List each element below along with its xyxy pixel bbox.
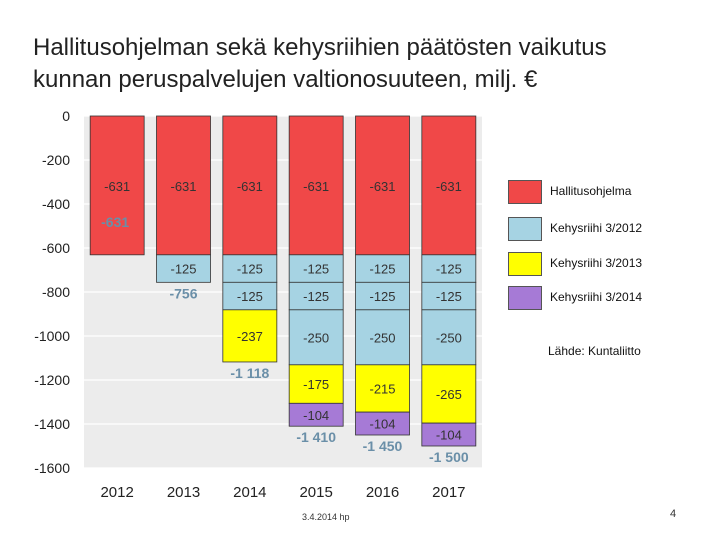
- legend-item-kehysriihi-2014: Kehysriihi 3/2014: [508, 286, 708, 312]
- segment-label: -125: [237, 262, 263, 277]
- segment-label: -125: [237, 289, 263, 304]
- segment-label: -631: [303, 179, 329, 194]
- segment-label: -250: [303, 330, 329, 345]
- bar-segment: [222, 115, 278, 256]
- x-tick-label: 2017: [432, 484, 465, 501]
- segment-label: -250: [369, 330, 395, 345]
- segment-label: -631: [237, 179, 263, 194]
- y-tick-label: -600: [42, 240, 70, 256]
- segment-label: -125: [369, 262, 395, 277]
- y-tick-label: 0: [62, 108, 70, 124]
- segment-label: -125: [436, 262, 462, 277]
- bar-segment: [355, 115, 410, 256]
- segment-label: -125: [436, 289, 462, 304]
- y-tick-label: -1000: [34, 328, 70, 344]
- segment-label: -215: [369, 381, 395, 396]
- bar-segment: [222, 254, 278, 283]
- bar-segment: [222, 281, 278, 311]
- x-tick-label: 2015: [299, 484, 332, 501]
- bar-segment: [355, 254, 410, 283]
- legend-item-hallitusohjelma: Hallitusohjelma: [508, 180, 708, 206]
- bar-segment: [288, 402, 344, 427]
- segment-label: -175: [303, 377, 329, 392]
- bar-segment: [288, 364, 344, 404]
- y-tick-label: -1400: [34, 416, 70, 432]
- bar-segment: [288, 309, 344, 366]
- x-tick-label: 2013: [167, 484, 200, 501]
- x-tick-label: 2016: [366, 484, 399, 501]
- source-note: Lähde: Kuntaliitto: [548, 344, 641, 358]
- legend-item-kehysriihi-2013: Kehysriihi 3/2013: [508, 252, 708, 278]
- legend-label: Kehysriihi 3/2014: [550, 290, 643, 304]
- x-tick-label: 2014: [233, 484, 266, 501]
- total-label: -1 118: [230, 365, 269, 381]
- total-label: -1 410: [296, 429, 336, 445]
- segment-label: -125: [303, 262, 329, 277]
- segment-label: -631: [170, 179, 196, 194]
- segment-label: -250: [436, 330, 462, 345]
- bar-segment: [156, 115, 211, 256]
- segment-label: -125: [303, 289, 329, 304]
- bar-segment: [156, 254, 211, 283]
- swatch-red-icon: [508, 180, 542, 204]
- bar-segment: [89, 115, 145, 256]
- footer-date: 3.4.2014 hp: [302, 512, 350, 522]
- x-tick-label: 2012: [100, 484, 133, 501]
- bar-segment: [355, 364, 410, 413]
- swatch-purple-icon: [508, 286, 542, 310]
- y-tick-label: -800: [42, 284, 70, 300]
- segment-label: -104: [436, 428, 462, 443]
- bar-segment: [355, 309, 410, 366]
- segment-label: -125: [170, 262, 196, 277]
- swatch-lightblue-icon: [508, 217, 542, 241]
- legend-label: Kehysriihi 3/2013: [550, 256, 643, 270]
- legend-item-kehysriihi-2012: Kehysriihi 3/2012: [508, 217, 708, 243]
- x-axis-ticks: 2012 2013 2014 2015 2016 2017: [100, 484, 465, 501]
- segment-label: -631: [436, 179, 462, 194]
- bar-segment: [421, 281, 477, 311]
- segment-label: -265: [436, 387, 462, 402]
- segment-label: -631: [104, 179, 130, 194]
- segment-label: -125: [369, 289, 395, 304]
- bar-segment: [421, 422, 477, 447]
- total-label: -756: [169, 285, 197, 301]
- bar-segment: [421, 254, 477, 283]
- swatch-yellow-icon: [508, 252, 542, 276]
- y-tick-label: -200: [42, 152, 70, 168]
- y-tick-label: -1600: [34, 460, 70, 476]
- bar-segment: [421, 115, 477, 256]
- bar-segment: [355, 281, 410, 311]
- bars: [89, 115, 477, 447]
- y-axis-ticks: 0 -200 -400 -600 -800 -1000 -1200 -1400 -1600: [34, 108, 70, 476]
- title-line-1: Hallitusohjelman sekä kehysriihien päätö…: [33, 34, 607, 61]
- segment-labels: -631 -631 -125 -631 -125 -125 -237 -631 -125 -125…: [104, 179, 462, 443]
- total-label: -1 450: [363, 438, 403, 454]
- title-line-2: kunnan peruspalvelujen valtionosuuteen, …: [33, 66, 538, 93]
- legend-label: Kehysriihi 3/2012: [550, 221, 643, 235]
- bar-segment: [288, 254, 344, 283]
- grid-lines: [84, 115, 482, 469]
- segment-label: -104: [369, 417, 395, 432]
- segment-label: -631: [369, 179, 395, 194]
- bar-segment: [421, 309, 477, 366]
- legend-label: Hallitusohjelma: [550, 184, 632, 198]
- bar-segment: [355, 411, 410, 436]
- bar-segment: [222, 309, 278, 363]
- y-tick-label: -400: [42, 196, 70, 212]
- segment-label: -104: [303, 408, 329, 423]
- slide-title: Hallitusohjelman sekä kehysriihien päätö…: [33, 32, 693, 96]
- bar-segment: [288, 281, 344, 311]
- segment-label: -237: [237, 329, 263, 344]
- total-label: -631: [101, 214, 129, 230]
- y-tick-label: -1200: [34, 372, 70, 388]
- total-label: -1 500: [429, 449, 469, 465]
- page-number: 4: [670, 508, 677, 520]
- bar-segment: [288, 115, 344, 256]
- total-labels: -631 -756 -1 118 -1 410 -1 450 -1 500: [101, 214, 469, 465]
